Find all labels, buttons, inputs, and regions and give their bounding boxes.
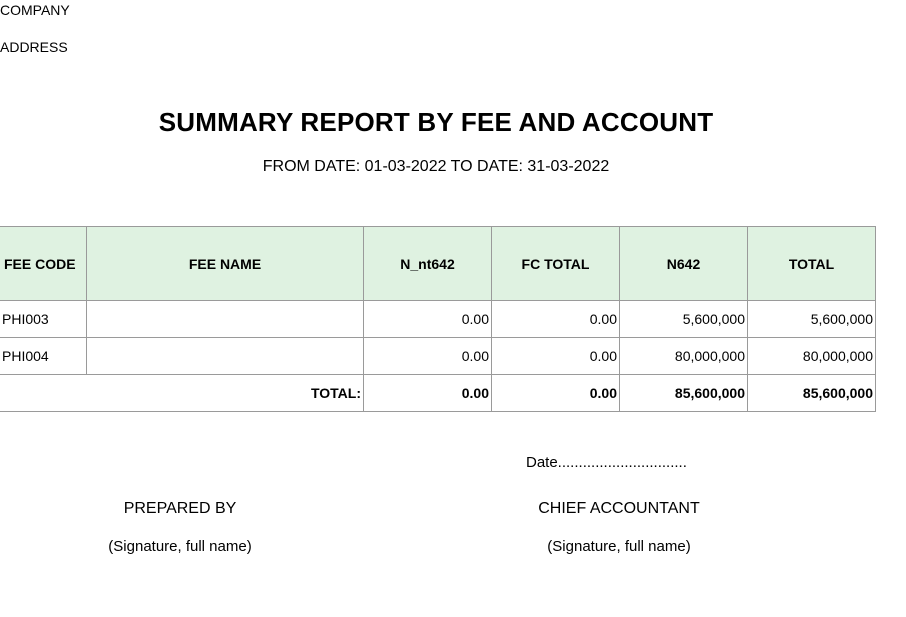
chief-accountant-signature-note: (Signature, full name)	[547, 538, 691, 555]
totals-label: TOTAL:	[0, 374, 364, 412]
fee-summary-table: FEE CODE FEE NAME N_nt642 FC TOTAL N642 …	[0, 226, 876, 412]
n642-cell: 80,000,000	[619, 337, 748, 375]
column-header-fee-code: FEE CODE	[0, 226, 87, 301]
fc-total-cell: 0.00	[491, 300, 620, 338]
fee-code-cell: PHI003	[0, 300, 87, 338]
column-header-fee-name: FEE NAME	[86, 226, 364, 301]
chief-accountant-label: CHIEF ACCOUNTANT	[538, 500, 700, 517]
signature-date-line: Date...............................	[526, 454, 687, 471]
company-label: COMPANY	[0, 2, 70, 18]
address-label: ADDRESS	[0, 39, 68, 55]
totals-fc-total: 0.00	[491, 374, 620, 412]
n642-cell: 5,600,000	[619, 300, 748, 338]
column-header-n642: N642	[619, 226, 748, 301]
n-nt642-cell: 0.00	[363, 300, 492, 338]
report-date-range: FROM DATE: 01-03-2022 TO DATE: 31-03-202…	[262, 158, 610, 175]
report-title: SUMMARY REPORT BY FEE AND ACCOUNT	[158, 107, 714, 137]
table-row: PHI004 0.00 0.00 80,000,000 80,000,000	[0, 337, 876, 375]
totals-n642: 85,600,000	[619, 374, 748, 412]
table-header-row: FEE CODE FEE NAME N_nt642 FC TOTAL N642 …	[0, 226, 876, 301]
column-header-n-nt642: N_nt642	[363, 226, 492, 301]
fee-code-cell: PHI004	[0, 337, 87, 375]
totals-n-nt642: 0.00	[363, 374, 492, 412]
total-cell: 80,000,000	[747, 337, 876, 375]
column-header-total: TOTAL	[747, 226, 876, 301]
prepared-by-signature-note: (Signature, full name)	[108, 538, 252, 555]
total-cell: 5,600,000	[747, 300, 876, 338]
fee-name-cell	[86, 337, 364, 375]
fc-total-cell: 0.00	[491, 337, 620, 375]
fee-name-cell	[86, 300, 364, 338]
totals-row: TOTAL: 0.00 0.00 85,600,000 85,600,000	[0, 374, 876, 412]
column-header-fc-total: FC TOTAL	[491, 226, 620, 301]
prepared-by-label: PREPARED BY	[123, 500, 237, 517]
n-nt642-cell: 0.00	[363, 337, 492, 375]
table-row: PHI003 0.00 0.00 5,600,000 5,600,000	[0, 300, 876, 338]
totals-total: 85,600,000	[747, 374, 876, 412]
